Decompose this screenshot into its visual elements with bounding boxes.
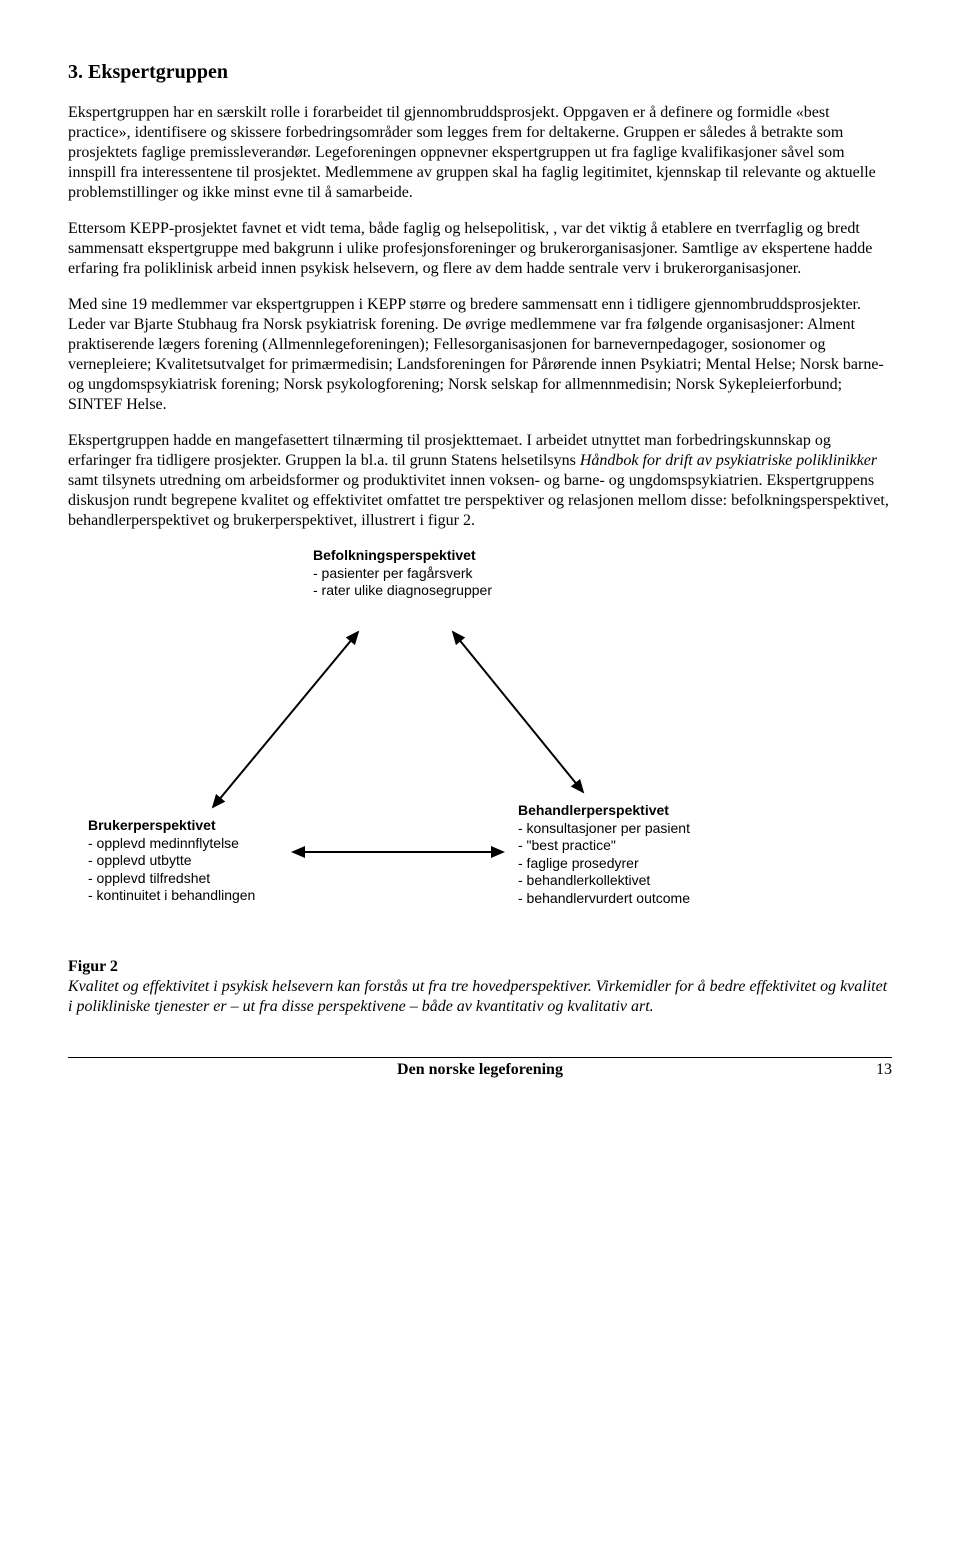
diagram-node-item: - opplevd tilfredshet (88, 870, 255, 888)
paragraph-2: Ettersom KEPP-prosjektet favnet et vidt … (68, 219, 892, 279)
paragraph-1: Ekspertgruppen har en særskilt rolle i f… (68, 103, 892, 203)
diagram-node-item: - behandlerkollektivet (518, 872, 690, 890)
diagram-node-item: - opplevd utbytte (88, 852, 255, 870)
diagram-node-top: Befolkningsperspektivet- pasienter per f… (313, 547, 492, 600)
diagram-node-item: - kontinuitet i behandlingen (88, 887, 255, 905)
section-heading: 3. Ekspertgruppen (68, 60, 892, 85)
diagram-node-item: - rater ulike diagnosegrupper (313, 582, 492, 600)
figure-caption: Kvalitet og effektivitet i psykisk helse… (68, 977, 892, 1017)
diagram-edge (213, 632, 358, 807)
perspectives-diagram: Befolkningsperspektivet- pasienter per f… (68, 547, 892, 927)
diagram-node-title: Befolkningsperspektivet (313, 547, 492, 565)
diagram-node-item: - konsultasjoner per pasient (518, 820, 690, 838)
paragraph-4: Ekspertgruppen hadde en mangefasettert t… (68, 431, 892, 531)
diagram-node-title: Behandlerperspektivet (518, 802, 690, 820)
footer-rule (68, 1057, 892, 1058)
paragraph-4-italic: Håndbok for drift av psykiatriske polikl… (580, 452, 877, 469)
diagram-node-title: Brukerperspektivet (88, 817, 255, 835)
diagram-node-item: - "best practice" (518, 837, 690, 855)
footer-page-number: 13 (852, 1060, 892, 1080)
page-footer: Den norske legeforening 13 (68, 1060, 892, 1080)
diagram-node-item: - faglige prosedyrer (518, 855, 690, 873)
diagram-node-item: - opplevd medinnflytelse (88, 835, 255, 853)
footer-center-text: Den norske legeforening (108, 1060, 852, 1080)
paragraph-3: Med sine 19 medlemmer var ekspertgruppen… (68, 295, 892, 415)
diagram-node-item: - behandlervurdert outcome (518, 890, 690, 908)
diagram-node-left: Brukerperspektivet- opplevd medinnflytel… (88, 817, 255, 905)
figure-label: Figur 2 (68, 957, 892, 977)
diagram-edge (453, 632, 583, 792)
diagram-node-item: - pasienter per fagårsverk (313, 565, 492, 583)
diagram-node-right: Behandlerperspektivet- konsultasjoner pe… (518, 802, 690, 907)
paragraph-4b: samt tilsynets utredning om arbeidsforme… (68, 472, 889, 529)
